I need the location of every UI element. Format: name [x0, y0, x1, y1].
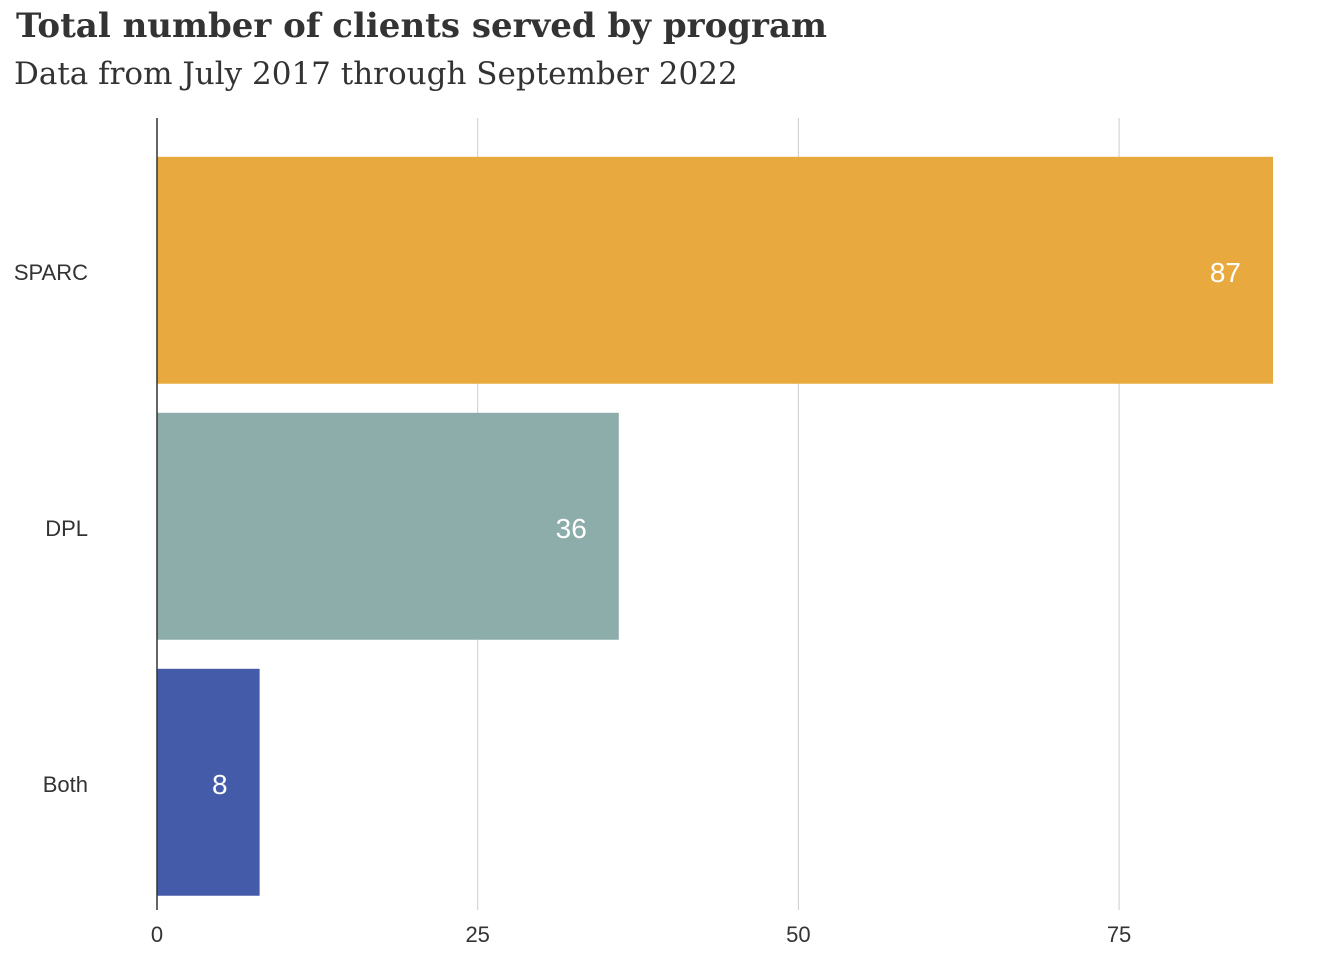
x-tick-label-75: 75	[1107, 922, 1131, 947]
category-label-dpl: DPL	[45, 516, 88, 541]
category-label-both: Both	[43, 772, 88, 797]
category-label-sparc: SPARC	[14, 260, 88, 285]
bar-sparc	[157, 156, 1273, 384]
category-labels: SPARC DPL Both	[14, 260, 88, 797]
x-tick-label-0: 0	[151, 922, 163, 947]
chart-subtitle: Data from July 2017 through September 20…	[14, 56, 738, 92]
x-tick-label-50: 50	[786, 922, 810, 947]
bar-dpl	[157, 412, 619, 640]
data-label-dpl: 36	[556, 513, 587, 544]
tick-labels: 0 25 50 75	[151, 922, 1131, 947]
chart-title: Total number of clients served by progra…	[16, 6, 827, 46]
bars	[157, 156, 1273, 896]
data-label-sparc: 87	[1210, 257, 1241, 288]
x-tick-label-25: 25	[465, 922, 489, 947]
bar-both	[157, 668, 260, 896]
data-labels: 87 36 8	[212, 257, 1241, 800]
data-label-both: 8	[212, 769, 228, 800]
